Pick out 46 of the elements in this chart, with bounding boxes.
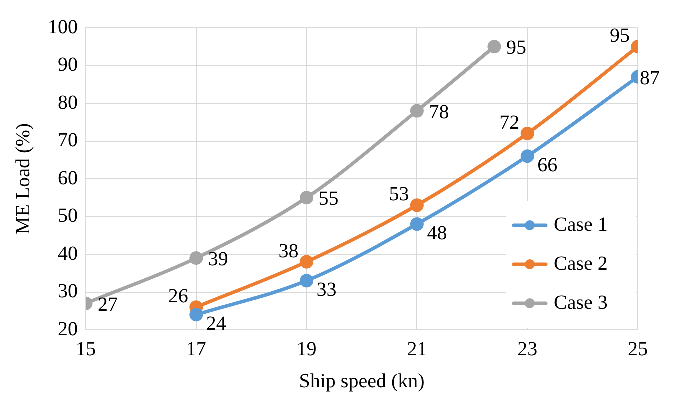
point bbox=[410, 104, 424, 118]
point bbox=[300, 191, 314, 205]
data-label: 53 bbox=[389, 184, 410, 206]
y-tick-label: 20 bbox=[58, 318, 78, 340]
y-tick-label: 100 bbox=[48, 16, 78, 38]
data-label: 38 bbox=[278, 240, 299, 262]
data-label: 24 bbox=[206, 313, 226, 336]
x-tick-label: 25 bbox=[628, 338, 648, 360]
point bbox=[190, 252, 204, 266]
y-tick-label: 40 bbox=[58, 242, 78, 265]
data-label: 95 bbox=[610, 25, 630, 48]
x-tick-label: 23 bbox=[518, 338, 538, 360]
point bbox=[300, 255, 314, 269]
x-axis-title: Ship speed (kn) bbox=[299, 370, 425, 392]
x-tick-label: 15 bbox=[76, 338, 96, 360]
y-tick-label: 50 bbox=[58, 205, 78, 227]
x-tick-label: 21 bbox=[407, 338, 428, 360]
data-label: 95 bbox=[506, 37, 526, 60]
data-label: 87 bbox=[640, 67, 660, 90]
y-tick-label: 30 bbox=[58, 280, 78, 302]
y-axis-title: ME Load (%) bbox=[12, 123, 34, 235]
point bbox=[410, 218, 424, 232]
point bbox=[520, 150, 534, 164]
data-label: 26 bbox=[168, 286, 188, 308]
point bbox=[300, 274, 314, 288]
legend-label: Case 3 bbox=[554, 292, 608, 314]
legend-label: Case 1 bbox=[554, 214, 608, 236]
data-label: 55 bbox=[318, 188, 339, 210]
point bbox=[520, 126, 534, 140]
data-label: 72 bbox=[500, 112, 520, 134]
data-label: 27 bbox=[98, 294, 118, 316]
y-tick-label: 90 bbox=[58, 54, 78, 76]
y-tick-label: 70 bbox=[58, 130, 78, 152]
point bbox=[488, 40, 502, 54]
data-label: 39 bbox=[208, 248, 228, 271]
data-label: 33 bbox=[316, 279, 337, 302]
x-tick-label: 19 bbox=[296, 338, 317, 360]
y-tick-label: 80 bbox=[58, 92, 78, 114]
legend-label: Case 2 bbox=[554, 252, 608, 275]
point bbox=[190, 308, 204, 322]
x-tick-label: 17 bbox=[186, 338, 206, 360]
data-label: 66 bbox=[538, 154, 558, 177]
point bbox=[410, 198, 424, 212]
y-tick-label: 60 bbox=[58, 167, 78, 190]
data-label: 78 bbox=[429, 101, 450, 124]
data-label: 48 bbox=[427, 222, 448, 245]
